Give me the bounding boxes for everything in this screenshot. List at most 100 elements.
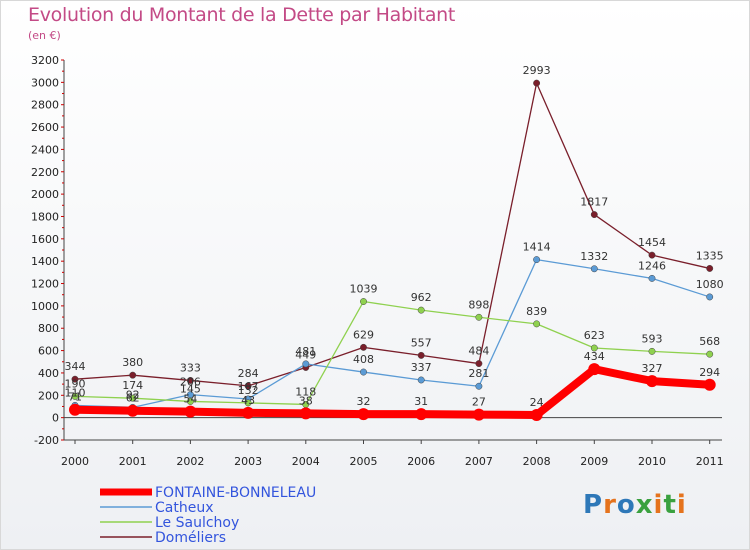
y-tick-label: 3200 <box>31 54 59 67</box>
data-point <box>646 375 658 388</box>
data-point <box>417 351 425 359</box>
logo-letter: r <box>603 490 617 520</box>
data-label: 110 <box>65 386 86 399</box>
data-label: 174 <box>122 379 143 392</box>
data-point <box>186 376 194 384</box>
y-tick-label: 1600 <box>31 233 59 246</box>
data-label: 62 <box>126 392 140 405</box>
data-point <box>590 344 598 352</box>
logo-letter: P <box>583 490 604 520</box>
data-label: 593 <box>642 332 663 345</box>
data-label: 1817 <box>580 196 608 209</box>
y-tick-label: 1000 <box>31 300 59 313</box>
data-point <box>648 274 656 282</box>
data-label: 54 <box>183 393 197 406</box>
data-label: 408 <box>353 353 374 366</box>
data-label: 333 <box>180 361 201 374</box>
data-point <box>360 298 367 305</box>
data-point <box>302 360 310 368</box>
legend-label: Le Saulchoy <box>155 515 239 531</box>
data-point <box>475 313 483 321</box>
data-label: 449 <box>295 348 316 361</box>
data-point <box>703 378 716 391</box>
data-point <box>417 376 425 384</box>
data-label: 481 <box>295 345 316 358</box>
chart-title: Evolution du Montant de la Dette par Hab… <box>28 4 456 26</box>
x-tick-label: 2005 <box>350 455 378 468</box>
data-point <box>706 350 714 358</box>
data-label: 71 <box>68 391 82 404</box>
y-tick-label: 400 <box>38 367 59 380</box>
logo-letter: o <box>616 490 636 520</box>
y-tick-label: 2600 <box>31 121 59 134</box>
x-tick-label: 2009 <box>580 455 608 468</box>
y-tick-label: 2000 <box>31 188 59 201</box>
data-label: 31 <box>414 395 428 408</box>
data-label: 167 <box>238 380 259 393</box>
legend-label: Catheux <box>155 500 214 516</box>
y-tick-label: 800 <box>38 322 59 335</box>
data-label: 962 <box>411 291 432 304</box>
logo-letter: i <box>676 490 687 520</box>
y-tick-label: 3000 <box>31 76 59 89</box>
x-tick-label: 2000 <box>61 455 89 468</box>
data-label: 327 <box>642 362 663 375</box>
data-point <box>533 256 541 264</box>
data-point <box>590 211 598 219</box>
data-label: 32 <box>357 395 371 408</box>
x-tick-label: 2011 <box>696 455 724 468</box>
data-label: 1414 <box>523 241 551 254</box>
data-label: 839 <box>526 305 547 318</box>
data-label: 434 <box>584 350 605 363</box>
x-tick-label: 2010 <box>638 455 666 468</box>
y-tick-label: 200 <box>38 389 59 402</box>
data-point <box>129 371 137 379</box>
data-point <box>186 391 194 399</box>
data-label: 568 <box>699 335 720 348</box>
x-tick-label: 2007 <box>465 455 493 468</box>
data-point <box>415 408 428 421</box>
data-label: 145 <box>180 382 201 395</box>
proxiti-logo: Proxiti <box>583 490 687 520</box>
y-tick-label: -200 <box>34 434 59 447</box>
data-label: 898 <box>468 298 489 311</box>
logo-letter: x <box>635 490 654 520</box>
data-label: 623 <box>584 329 605 342</box>
data-label: 1246 <box>638 259 666 272</box>
series-line <box>74 82 710 387</box>
data-point <box>530 408 543 421</box>
data-label: 190 <box>65 377 86 390</box>
data-label: 206 <box>180 376 201 389</box>
y-tick-label: 2400 <box>31 143 59 156</box>
data-label: 118 <box>295 385 316 398</box>
legend-label: Doméliers <box>155 530 226 546</box>
y-tick-label: 1200 <box>31 278 59 291</box>
data-label: 38 <box>299 394 313 407</box>
x-tick-label: 2006 <box>407 455 435 468</box>
data-label: 557 <box>411 336 432 349</box>
data-label: 629 <box>353 328 374 341</box>
data-point <box>129 394 137 402</box>
data-point <box>357 408 370 421</box>
data-label: 1335 <box>696 249 724 262</box>
x-tick-label: 2002 <box>176 455 204 468</box>
chart-subtitle: (en €) <box>28 29 61 42</box>
data-point <box>533 320 541 328</box>
data-point <box>417 306 425 314</box>
series-line <box>74 258 710 409</box>
data-point <box>184 405 197 418</box>
data-label: 1080 <box>696 278 724 291</box>
data-point <box>71 375 79 383</box>
data-label: 27 <box>472 396 486 409</box>
data-label: 43 <box>241 394 255 407</box>
data-point <box>475 360 483 368</box>
data-point <box>588 363 601 376</box>
legend-label: FONTAINE-BONNELEAU <box>155 485 316 501</box>
data-label: 92 <box>126 388 140 401</box>
data-label: 24 <box>530 396 544 409</box>
data-label: 281 <box>468 367 489 380</box>
data-point <box>71 392 79 400</box>
data-point <box>299 407 312 420</box>
